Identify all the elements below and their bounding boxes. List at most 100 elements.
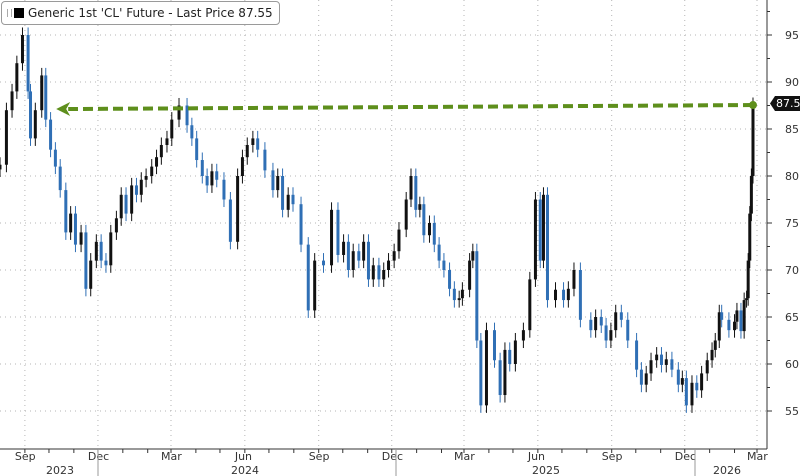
candle-body [479, 340, 483, 406]
candle-body [124, 194, 128, 214]
y-tick-label: 65 [785, 311, 799, 324]
x-month-label: Dec [382, 450, 403, 463]
y-tick-label: 70 [785, 264, 799, 277]
y-tick-label: 95 [785, 29, 799, 42]
candle-body [382, 270, 386, 280]
candle-body [251, 138, 255, 145]
candle-body [594, 317, 598, 331]
candle-body [659, 354, 663, 365]
candle-body [751, 105, 755, 176]
candle-body [508, 349, 512, 364]
candle-body [155, 157, 159, 167]
legend-label: Generic 1st 'CL' Future - Last Price 87.… [28, 6, 273, 20]
candle-body [705, 360, 709, 374]
candle-body [10, 91, 14, 111]
annotation-arrow [56, 101, 757, 117]
drag-handle-icon[interactable] [7, 9, 12, 17]
candle-body [528, 279, 532, 331]
candle-body [165, 138, 169, 145]
candle-body [371, 265, 375, 280]
candle-body [452, 288, 456, 301]
candle-body [644, 373, 648, 385]
candle-body [655, 354, 659, 361]
candle-body [468, 260, 472, 290]
x-month-label: Mar [454, 450, 475, 463]
candle-body [713, 340, 717, 350]
y-tick-label: 75 [785, 217, 799, 230]
annotation-dashed-line [68, 103, 753, 112]
candle-body [746, 260, 750, 299]
candle-body [33, 110, 37, 139]
candle-body [680, 378, 684, 385]
candle-body [742, 300, 746, 332]
candle-body [215, 171, 219, 180]
y-tick-label: 80 [785, 170, 799, 183]
candle-body [245, 144, 249, 158]
candle-body [604, 325, 608, 341]
candles [0, 27, 755, 413]
candle-body [322, 260, 326, 266]
candle-body [49, 119, 53, 150]
candle-body [745, 298, 749, 301]
candle-body [521, 330, 525, 341]
candle-body [492, 330, 496, 361]
candle-body [664, 359, 668, 365]
candle-body [599, 317, 603, 326]
x-year-label: 2024 [231, 464, 259, 476]
x-month-label: Mar [161, 450, 182, 463]
candle-body [256, 138, 260, 150]
candle-body [739, 310, 743, 332]
candle-body [541, 194, 545, 261]
candle-body [690, 382, 694, 406]
candle-body [717, 312, 721, 341]
candle-body [276, 176, 280, 191]
x-month-label: Jun [234, 450, 252, 463]
candle-body [635, 340, 639, 370]
candle-body [114, 218, 118, 233]
candle-body [414, 176, 418, 210]
candle-body [427, 223, 431, 236]
x-month-label: Mar [747, 450, 768, 463]
candle-body [139, 179, 143, 195]
candle-body [84, 232, 88, 289]
candle-body [437, 244, 441, 261]
candle-body [684, 378, 688, 406]
candle-body [228, 199, 232, 242]
candle-body [240, 157, 244, 176]
x-month-label: Sep [309, 450, 330, 463]
candle-body [357, 251, 361, 261]
candle-body [503, 349, 507, 396]
annotation-end-dot [748, 101, 757, 110]
candle-body [29, 91, 33, 139]
candle-body [205, 176, 209, 186]
candle-body [484, 330, 488, 406]
candle-body [351, 251, 355, 270]
candle-body [346, 241, 350, 270]
candle-body [727, 319, 731, 331]
candle-body [40, 75, 44, 111]
candle-body [69, 213, 73, 233]
candle-body [362, 241, 366, 261]
candle-body [119, 194, 123, 219]
candle-body [190, 125, 194, 139]
legend-swatch [14, 8, 24, 18]
candle-body [0, 164, 2, 170]
candle-body [409, 176, 413, 200]
candle-body [222, 179, 226, 200]
candle-body [566, 288, 570, 301]
candle-body [89, 260, 93, 289]
candle-body [471, 251, 475, 261]
candle-body [336, 209, 340, 255]
candle-body [134, 185, 138, 195]
candle-body [195, 138, 199, 161]
x-year-label: 2023 [46, 464, 74, 476]
x-year-label: 2025 [532, 464, 560, 476]
candle-body [94, 241, 98, 261]
candle-body [418, 204, 422, 210]
candle-body [299, 204, 303, 245]
candle-body [498, 360, 502, 396]
candle-body [185, 105, 189, 126]
candle-body [330, 209, 334, 266]
